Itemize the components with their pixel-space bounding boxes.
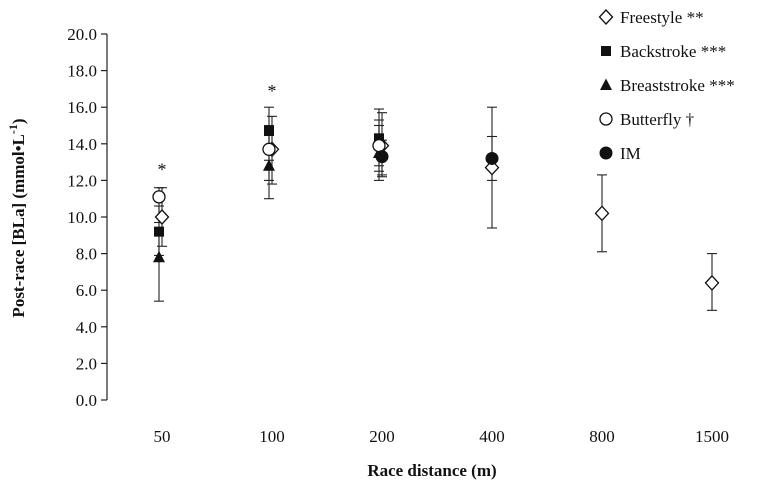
legend-label: Breaststroke *** [620,76,735,95]
point-circle [375,150,389,164]
point-circle [372,138,386,153]
legend-marker [599,146,613,160]
point-circle [262,142,276,156]
x-tick-label: 800 [589,427,615,446]
y-tick-label: 12.0 [67,171,97,190]
x-tick-label: 50 [154,427,171,446]
point-diamond [484,159,500,176]
y-tick-label: 0.0 [76,391,97,410]
point-triangle [153,250,165,263]
legend-label: Butterfly † [620,110,694,129]
x-ticks: 50 100 200 400 800 1500 [154,427,730,446]
legend-label: Backstroke *** [620,42,726,61]
x-axis-title: Race distance (m) [367,461,496,480]
y-tick-label: 6.0 [76,281,97,300]
y-tick-label: 2.0 [76,354,97,373]
point-square [374,133,384,144]
point-diamond [594,205,610,222]
point-diamond [154,209,170,225]
y-axis-title: Post-race [BLa] (mmol•L-1) [6,118,28,317]
y-tick-label: 18.0 [67,62,97,81]
legend-marker [599,112,613,126]
y-tick-label: 8.0 [76,245,97,264]
error-bars [154,106,717,311]
annotations: ** [158,81,277,180]
x-tick-label: 100 [259,427,285,446]
legend-marker [598,9,614,25]
point-square [264,125,274,136]
x-tick-label: 200 [369,427,395,446]
y-ticks: 0.0 2.0 4.0 6.0 8.0 10.0 12.0 14.0 16.0 18.0 20.0 [67,25,107,410]
point-circle [152,190,166,204]
point-square [154,226,164,237]
markers [152,125,720,291]
legend: Freestyle ** Backstroke *** Breaststroke *… [598,8,735,163]
legend-label: Freestyle ** [620,8,704,27]
significance-marker: * [268,81,277,101]
legend-marker [600,78,612,90]
y-axis-title-sup: -1 [6,124,20,134]
y-tick-label: 4.0 [76,318,97,337]
point-diamond [704,274,720,291]
point-circle [485,151,499,165]
y-tick-label: 20.0 [67,25,97,44]
y-axis-title-end: ) [9,118,28,124]
y-tick-label: 10.0 [67,208,97,227]
y-axis-title-main: Post-race [BLa] (mmol•L [9,134,28,317]
legend-label: IM [620,144,641,163]
y-tick-label: 14.0 [67,135,97,154]
legend-marker [601,46,611,56]
x-tick-label: 1500 [695,427,729,446]
y-tick-label: 16.0 [67,98,97,117]
significance-marker: * [158,160,167,180]
point-triangle [263,159,275,171]
x-tick-label: 400 [479,427,505,446]
